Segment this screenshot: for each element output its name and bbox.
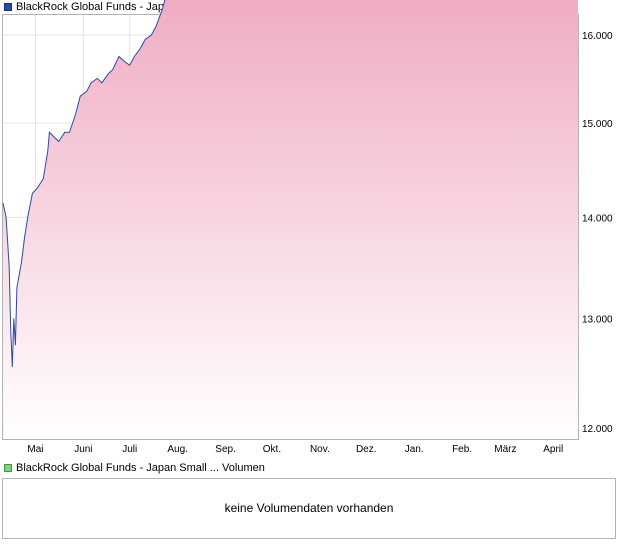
x-tick-label: April — [543, 444, 563, 455]
no-volume-message: keine Volumendaten vorhanden — [224, 501, 394, 515]
price-area — [3, 0, 578, 439]
price-line — [2, 0, 166, 367]
x-tick-label: Mai — [27, 444, 43, 455]
y-tick-label: 16.000 — [582, 31, 613, 42]
x-tick-label: Okt. — [263, 444, 281, 455]
volume-panel: keine Volumendaten vorhanden — [2, 478, 616, 539]
x-tick-label: Nov. — [310, 444, 330, 455]
x-tick-label: Sep. — [215, 444, 236, 455]
y-tick-label: 14.000 — [582, 213, 613, 224]
x-axis-labels: Mai Juni Juli Aug. Sep. Okt. Nov. Dez. Jan. Feb. M… — [27, 444, 563, 455]
x-tick-label: Feb. — [452, 444, 472, 455]
x-tick-label: Aug. — [167, 444, 188, 455]
volume-legend: BlackRock Global Funds - Japan Small ...… — [4, 461, 265, 475]
volume-legend-label: BlackRock Global Funds - Japan Small ...… — [16, 462, 265, 474]
x-tick-label: Dez. — [356, 444, 377, 455]
volume-legend-swatch — [4, 464, 12, 472]
y-tick-label: 13.000 — [582, 315, 613, 326]
x-tick-label: Juli — [122, 444, 137, 455]
x-tick-label: Jan. — [405, 444, 424, 455]
y-tick-label: 15.000 — [582, 119, 613, 130]
y-tick-label: 12.000 — [582, 424, 613, 435]
price-chart: Mai Juni Juli Aug. Sep. Okt. Nov. Dez. Jan. Feb. M… — [2, 0, 613, 455]
x-tick-label: Juni — [74, 444, 92, 455]
y-axis-labels: 12.00013.00014.00015.00016.00017.00018.0… — [582, 31, 613, 435]
price-legend-swatch — [4, 3, 12, 11]
x-tick-label: März — [494, 444, 516, 455]
